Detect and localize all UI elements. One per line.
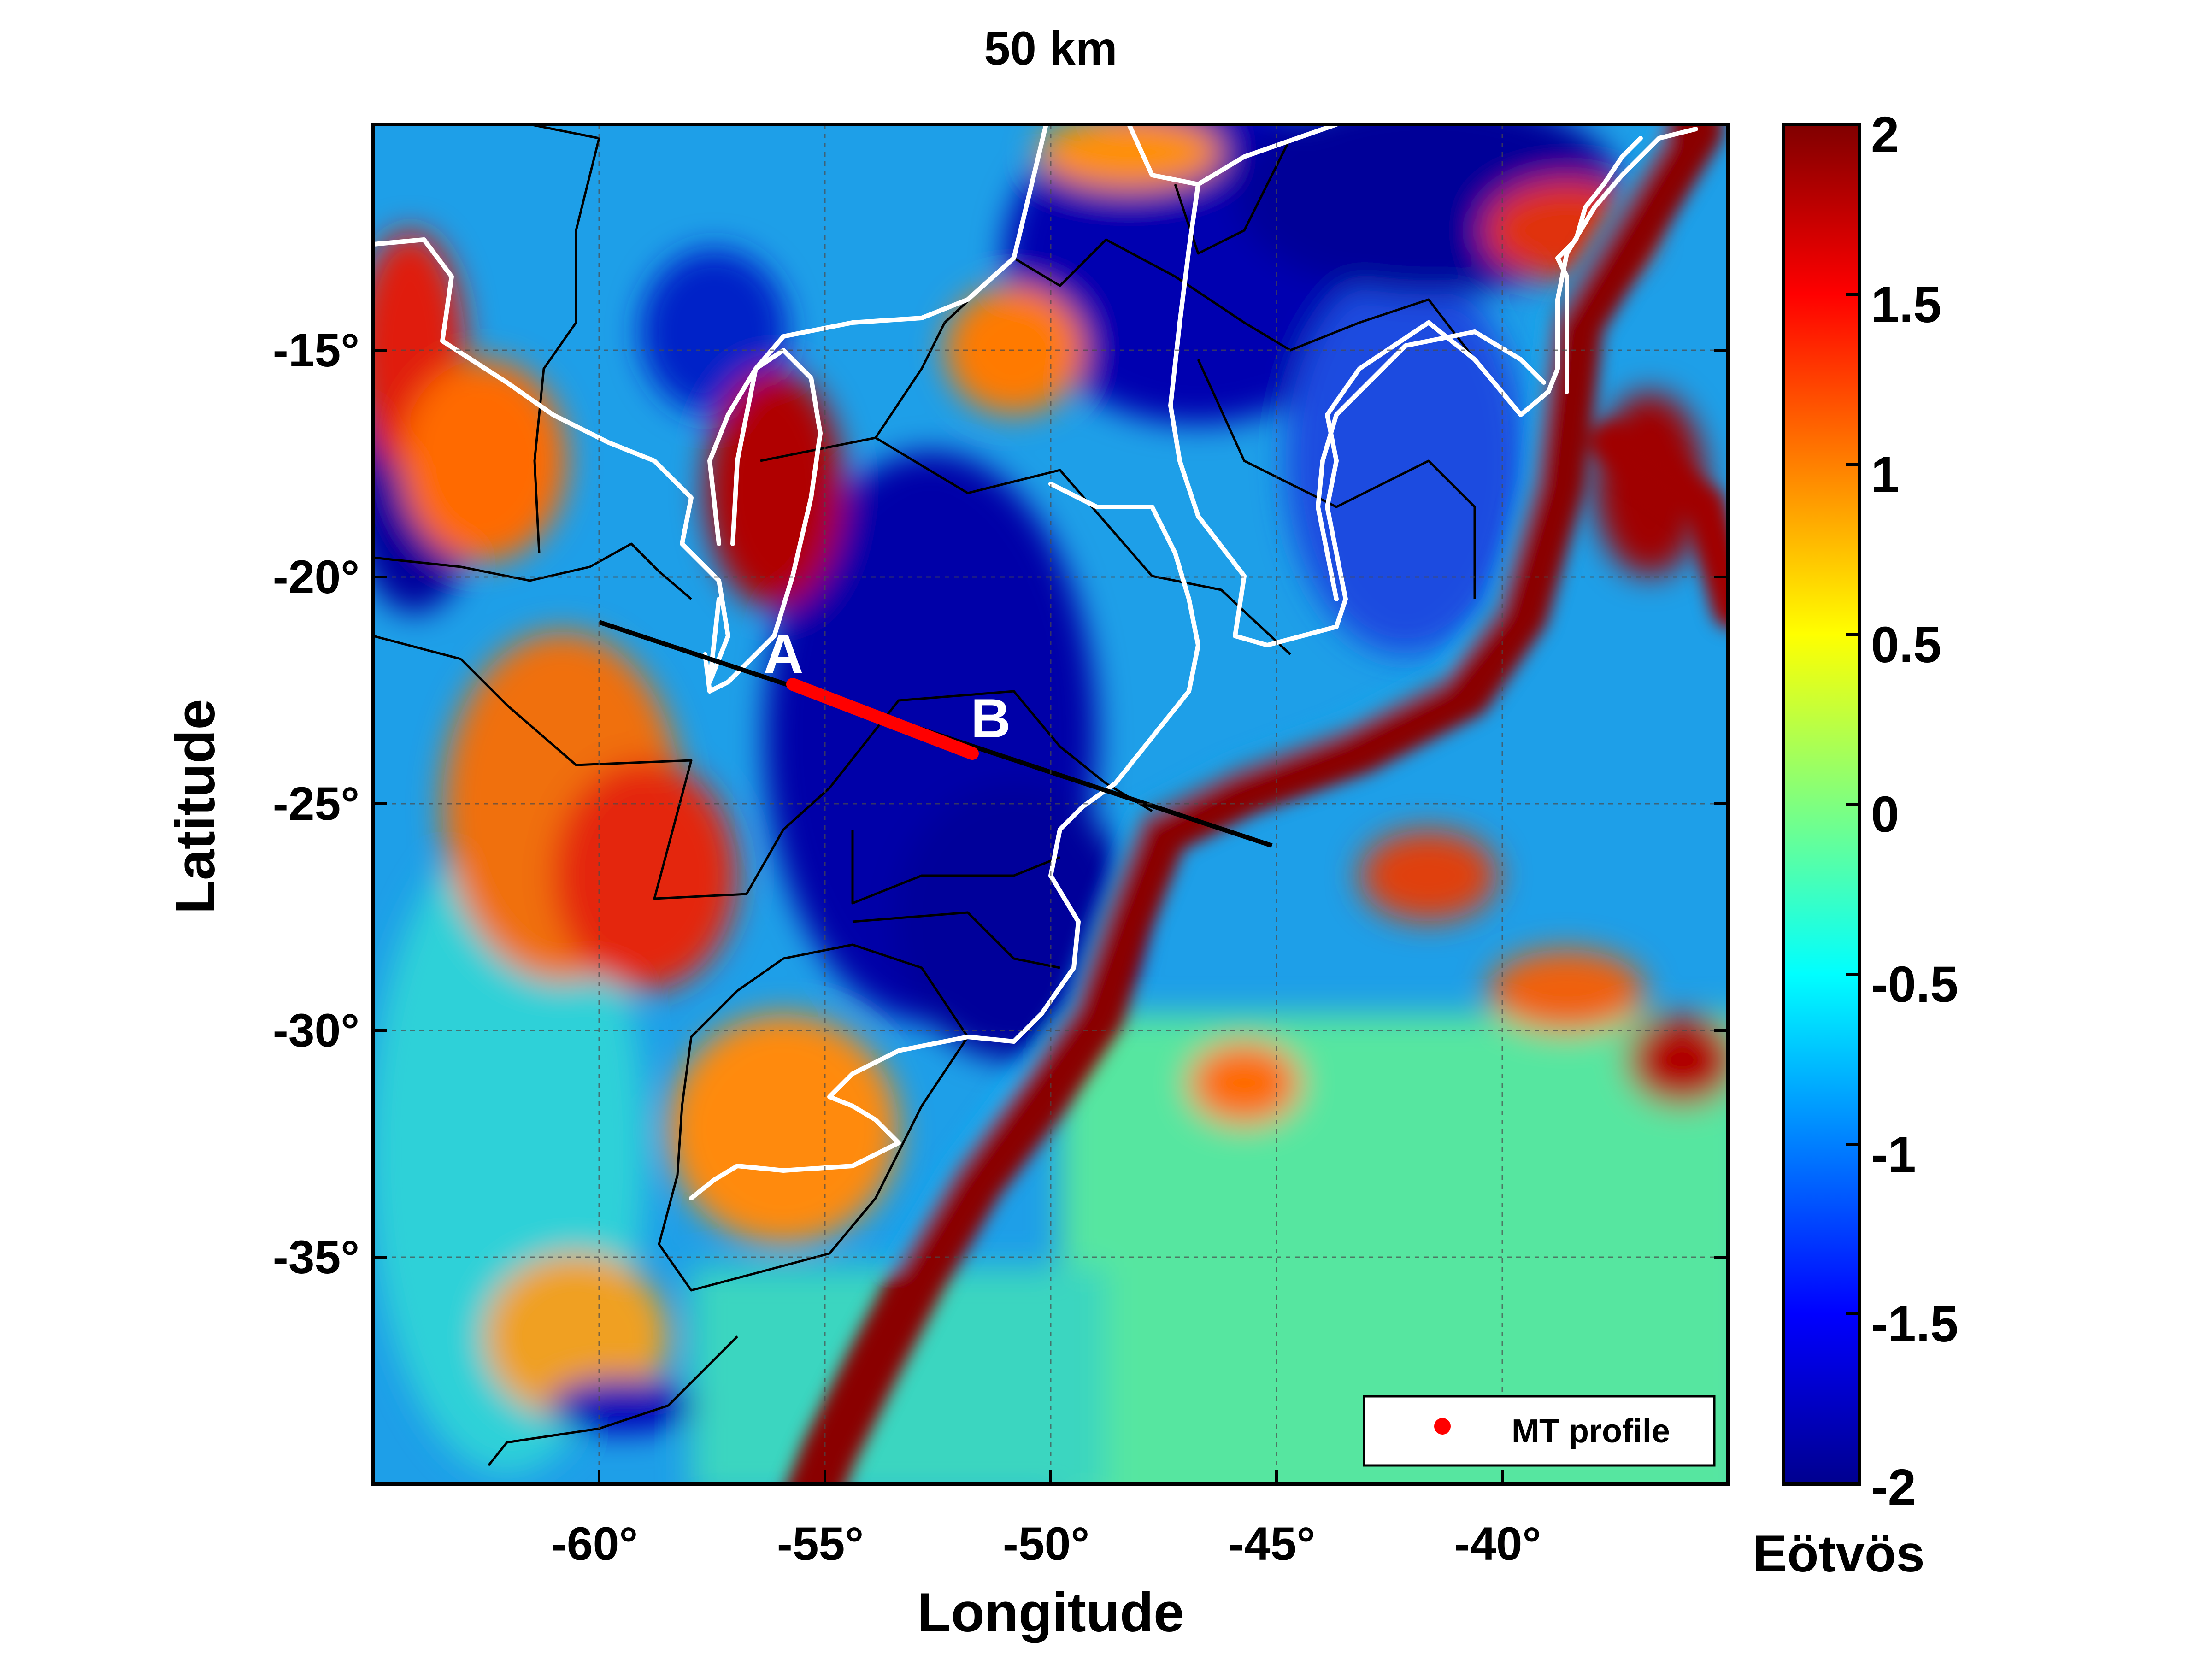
border-brazil-states-4	[852, 911, 1060, 969]
margin-anomaly	[787, 124, 1728, 1484]
north-high	[1037, 124, 1221, 189]
colorbar-tick-label: 0.5	[1871, 617, 1941, 673]
border-bolivia-paraguay	[373, 542, 692, 600]
rio-apa-boundary	[703, 348, 823, 694]
offshore-high-2	[1488, 949, 1645, 1032]
chaco-high-2	[553, 760, 737, 991]
y-tick-label: -30°	[273, 1004, 359, 1057]
sao-francisco-low	[1286, 267, 1525, 654]
east-coast-boundary	[1555, 136, 1643, 394]
parana-block-boundary	[730, 124, 1048, 546]
border-paraguay-argentina	[460, 658, 830, 900]
colorbar-tick-label: 2	[1871, 106, 1899, 163]
y-tick-label: -15°	[273, 324, 359, 377]
x-tick-label: -40°	[1454, 1518, 1541, 1570]
x-tick-label: -55°	[777, 1518, 864, 1570]
map-grid	[373, 124, 1728, 1484]
map-panel: A B	[371, 123, 1730, 1486]
y-tick-label: -20°	[273, 551, 359, 603]
border-central-brazil	[944, 238, 1476, 360]
southeast-high	[1189, 1041, 1300, 1124]
southwest-low	[548, 1378, 696, 1433]
axis-ticks	[373, 349, 1728, 1484]
x-tick-label: -60°	[551, 1518, 638, 1570]
rio-de-la-plata-boundary	[689, 1035, 1016, 1200]
legend-label: MT profile	[1512, 1413, 1670, 1450]
x-axis-label: Longitude	[917, 1582, 1184, 1643]
border-uruguay	[658, 943, 969, 1292]
continental-margin-high	[787, 124, 1724, 1484]
x-tick-label: -50°	[1003, 1518, 1089, 1570]
andes-belt-high	[401, 359, 567, 562]
craton-boundaries	[373, 124, 1698, 1200]
sao-francisco-inner	[1316, 329, 1546, 601]
colorbar-tick-label: -0.5	[1871, 956, 1959, 1013]
y-axis-label: Latitude	[165, 699, 226, 914]
uruguay-high	[668, 1014, 899, 1244]
colorbar-tick-label: -1	[1871, 1126, 1916, 1183]
margin-inner-edge	[885, 129, 1668, 1272]
colorbar: 2 1.5 1 0.5 0 -0.5 -1 -1.5 -2 Eötvös	[1753, 106, 1958, 1583]
border-goias	[874, 322, 946, 439]
legend-box	[1363, 1395, 1716, 1467]
colorbar-unit-label: Eötvös	[1753, 1525, 1924, 1583]
border-argentina-north	[373, 635, 461, 660]
x-tick-label: -45°	[1229, 1518, 1315, 1570]
colorbar-tick-labels: 2 1.5 1 0.5 0 -0.5 -1 -1.5 -2	[1871, 106, 1959, 1516]
colorbar-tick-label: 1	[1871, 447, 1899, 503]
profile-label-b: B	[971, 688, 1011, 749]
border-east	[1174, 137, 1292, 255]
offshore-high-1	[1359, 830, 1498, 922]
legend-marker	[1434, 1418, 1451, 1435]
profile-label-a: A	[764, 623, 804, 685]
y-tick-labels: -15° -20° -25° -30° -35°	[273, 324, 359, 1283]
colorbar-ticks	[1846, 293, 1859, 1315]
mt-profile-segment	[786, 678, 979, 760]
colorbar-tick-label: -2	[1871, 1459, 1916, 1516]
sao-francisco-west	[1168, 182, 1551, 647]
colorbar-tick-label: 1.5	[1871, 276, 1941, 333]
y-tick-label: -35°	[273, 1231, 359, 1283]
offshore-high-3	[1627, 1014, 1728, 1106]
figure-title: 50 km	[984, 22, 1117, 75]
y-tick-label: -25°	[273, 777, 359, 830]
amazon-craton-boundary	[373, 237, 730, 684]
parana-east-boundary	[1012, 482, 1200, 1044]
colorbar-tick-label: 0	[1871, 786, 1899, 843]
profile: A B	[598, 620, 1273, 848]
country-borders	[373, 124, 1476, 1466]
colorbar-tick-label: -1.5	[1871, 1296, 1959, 1353]
legend: MT profile	[1363, 1395, 1716, 1467]
bolivia-high	[705, 369, 843, 608]
border-minas	[1197, 359, 1476, 599]
rio-grande-rise-high	[1592, 422, 1728, 629]
x-tick-labels: -60° -55° -50° -45° -40°	[551, 1518, 1541, 1570]
border-brazil-states-3	[851, 830, 1060, 905]
